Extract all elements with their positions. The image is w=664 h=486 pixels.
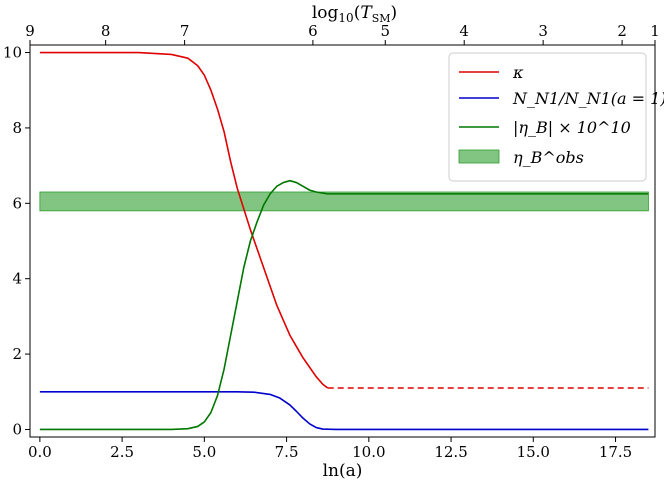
x-axis-label: ln(a): [323, 461, 363, 481]
y-tick-label: 2: [12, 345, 22, 363]
top-axis-label-open: (: [354, 3, 361, 23]
legend-swatch-eta-obs: [458, 149, 500, 164]
y-tick-label: 4: [12, 270, 22, 288]
top-axis-label-sub: 10: [338, 11, 353, 25]
top-tick-label: 3: [538, 22, 548, 40]
top-axis-label-log: log: [312, 3, 339, 23]
top-axis-label-close: ): [391, 3, 398, 23]
top-tick-label: 5: [380, 22, 390, 40]
y-axis-ticks: 0 2 4 6 8 10: [3, 44, 30, 438]
y-tick-label: 8: [12, 119, 22, 137]
series-line-2: [39, 390, 649, 431]
legend-label-etab: |η_B| × 10^10: [513, 118, 631, 137]
x-tick-label: 2.5: [110, 443, 134, 461]
x-axis-ticks: 0.0 2.5 5.0 7.5 10.0 12.5 15.0 17.5: [28, 437, 632, 461]
x-tick-label: 5.0: [192, 443, 216, 461]
top-axis-label: log10(TSM): [312, 3, 397, 25]
top-axis-label-var-sub: SM: [372, 12, 391, 25]
legend-box: [448, 52, 647, 182]
plot-frame: [29, 44, 656, 438]
series-line-0: [39, 51, 329, 389]
top-tick-label: 1: [650, 22, 660, 40]
legend-label-kappa: κ: [512, 63, 524, 82]
top-axis-label-var: T: [360, 3, 373, 23]
x-tick-label: 15.0: [517, 443, 550, 461]
x-tick-label: 0.0: [28, 443, 52, 461]
x-tick-label: 7.5: [275, 443, 299, 461]
top-axis-ticks: 9 8 7 6 5 4 3 2 1: [25, 22, 660, 45]
legend-label-nn1: N_N1/N_N1(a = 1): [512, 89, 664, 108]
y-tick-label: 6: [12, 194, 22, 212]
x-tick-label: 10.0: [352, 443, 385, 461]
y-tick-label: 0: [12, 420, 22, 438]
top-tick-label: 6: [308, 22, 318, 40]
legend: κ N_N1/N_N1(a = 1) |η_B| × 10^10 η_B^obs: [448, 52, 664, 182]
top-tick-label: 9: [25, 22, 35, 40]
top-tick-label: 4: [459, 22, 469, 40]
x-tick-label: 17.5: [599, 443, 632, 461]
top-tick-label: 7: [180, 22, 190, 40]
legend-label-eta-obs: η_B^obs: [513, 148, 584, 167]
y-tick-label: 10: [3, 44, 22, 62]
top-tick-label: 8: [101, 22, 111, 40]
series-line-3: [39, 179, 649, 431]
eta-obs-band: [39, 191, 649, 212]
top-tick-label: 2: [617, 22, 627, 40]
x-tick-label: 12.5: [434, 443, 467, 461]
series-group: [39, 51, 649, 431]
